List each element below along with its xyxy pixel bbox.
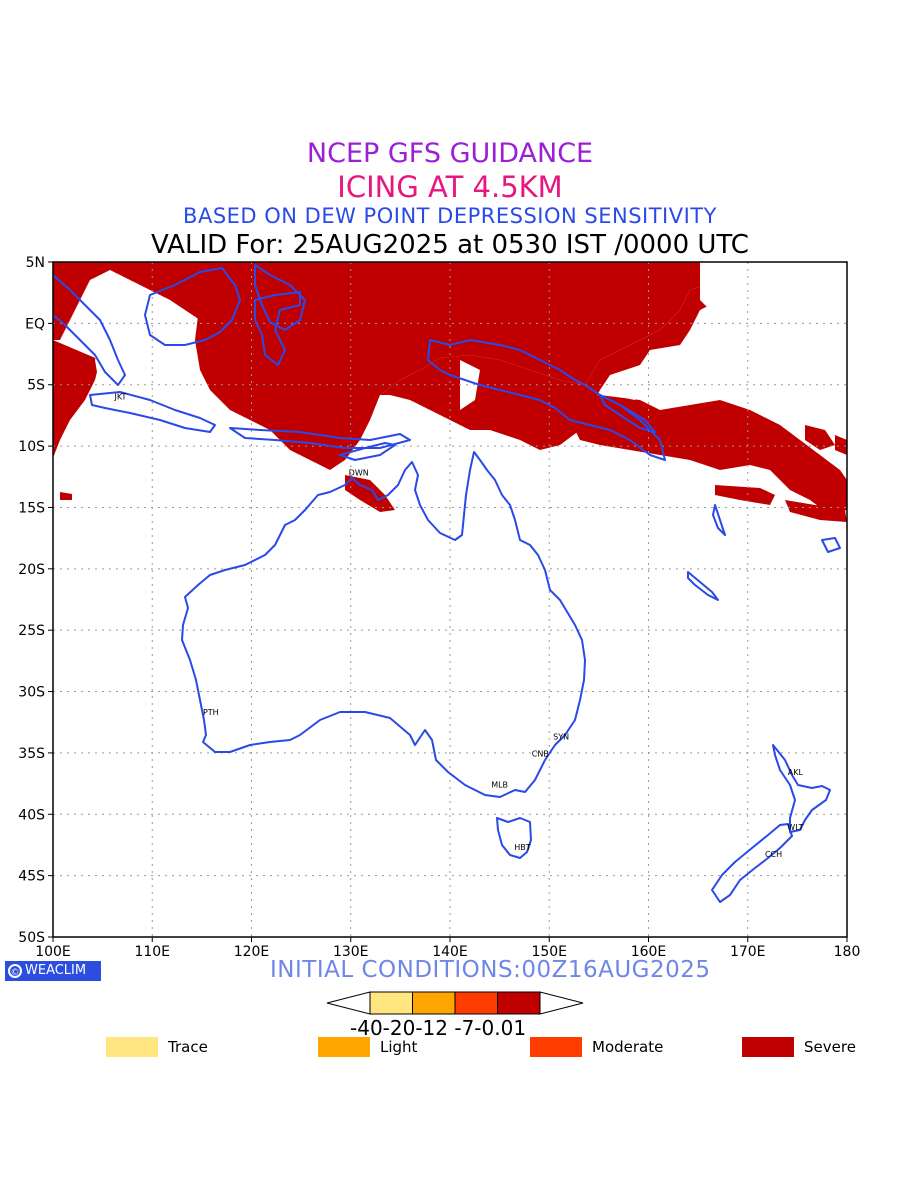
city-label: WLT bbox=[787, 823, 803, 832]
y-tick-label: 35S bbox=[18, 746, 45, 762]
philippines-coastline bbox=[254, 264, 306, 331]
y-tick-label: 45S bbox=[18, 869, 45, 885]
city-label: PTH bbox=[203, 708, 219, 717]
legend-swatch bbox=[742, 1037, 794, 1057]
x-tick-label: 160E bbox=[631, 944, 667, 960]
city-label: CCH bbox=[765, 850, 782, 859]
y-tick-label: 25S bbox=[18, 623, 45, 639]
legend-label: Light bbox=[380, 1038, 418, 1056]
city-label: AKL bbox=[788, 768, 804, 777]
x-tick-label: 110E bbox=[134, 944, 170, 960]
legend-swatch bbox=[106, 1037, 158, 1057]
y-tick-label: 5N bbox=[26, 255, 45, 271]
new-caledonia-coastline bbox=[687, 571, 719, 601]
title-method: BASED ON DEW POINT DEPRESSION SENSITIVIT… bbox=[183, 204, 717, 228]
lesser-sunda-coastline bbox=[229, 427, 411, 449]
timor-coastline bbox=[339, 442, 396, 461]
title-valid-time: VALID For: 25AUG2025 at 0530 IST /0000 U… bbox=[151, 230, 749, 260]
x-tick-label: 140E bbox=[432, 944, 468, 960]
city-labels: JKT DWN PTH SYN CNB MLB HBT AKL WLT CCH bbox=[114, 392, 804, 859]
legend-item-light: Light bbox=[318, 1037, 417, 1057]
axis-ticks: 100E 110E 120E 130E 140E 150E 160E 170E 180 5N EQ 5… bbox=[18, 255, 860, 960]
legend-swatch bbox=[530, 1037, 582, 1057]
y-tick-label: 30S bbox=[18, 685, 45, 701]
y-tick-label: 5S bbox=[27, 378, 45, 394]
vanuatu-coastline bbox=[712, 504, 726, 536]
y-tick-label: 20S bbox=[18, 562, 45, 578]
y-tick-label: 40S bbox=[18, 807, 45, 823]
new-zealand-north-coastline bbox=[772, 744, 831, 833]
x-tick-label: 170E bbox=[730, 944, 766, 960]
new-zealand-south-coastline bbox=[711, 823, 793, 903]
x-tick-label: 180 bbox=[834, 944, 861, 960]
colorbar-labels: -40-20-12 -7-0.01 bbox=[350, 1016, 527, 1040]
legend-item-moderate: Moderate bbox=[530, 1037, 663, 1057]
city-label: SYN bbox=[553, 732, 569, 741]
x-tick-label: 130E bbox=[333, 944, 369, 960]
title-product: NCEP GFS GUIDANCE bbox=[306, 138, 594, 169]
coastlines bbox=[53, 264, 841, 903]
initial-conditions-label: INITIAL CONDITIONS:00Z16AUG2025 bbox=[270, 957, 711, 983]
borneo-coastline bbox=[144, 267, 241, 346]
severe-icing-areas bbox=[53, 262, 847, 522]
city-label: CNB bbox=[532, 750, 549, 759]
logo-text: WEACLIM bbox=[25, 963, 87, 978]
legend-swatch bbox=[318, 1037, 370, 1057]
y-tick-label: 10S bbox=[18, 439, 45, 455]
x-tick-label: 150E bbox=[531, 944, 567, 960]
new-guinea-coastline bbox=[427, 339, 666, 461]
legend-label: Severe bbox=[804, 1038, 856, 1056]
city-label: DWN bbox=[349, 469, 369, 478]
sulawesi-coastline bbox=[254, 291, 301, 366]
y-tick-label: EQ bbox=[25, 316, 45, 332]
legend-item-trace: Trace bbox=[106, 1037, 208, 1057]
x-tick-label: 120E bbox=[234, 944, 270, 960]
java-coastline bbox=[89, 391, 216, 433]
solomon-coastline bbox=[599, 394, 656, 433]
legend-label: Trace bbox=[168, 1038, 208, 1056]
city-label: HBT bbox=[514, 843, 531, 852]
city-label: JKT bbox=[114, 392, 127, 401]
tasmania-coastline bbox=[496, 817, 532, 859]
sumatra-coastline bbox=[53, 274, 126, 386]
title-parameter: ICING AT 4.5KM bbox=[337, 170, 563, 204]
legend-item-severe: Severe bbox=[742, 1037, 856, 1057]
legend-label: Moderate bbox=[592, 1038, 664, 1056]
city-label: MLB bbox=[491, 780, 508, 789]
x-tick-label: 100E bbox=[35, 944, 71, 960]
australia-coastline bbox=[181, 451, 586, 798]
y-tick-label: 15S bbox=[18, 500, 45, 516]
weaclim-logo: © WEACLIM bbox=[5, 961, 101, 981]
y-tick-label: 50S bbox=[18, 930, 45, 946]
fiji-coastline bbox=[821, 537, 841, 553]
